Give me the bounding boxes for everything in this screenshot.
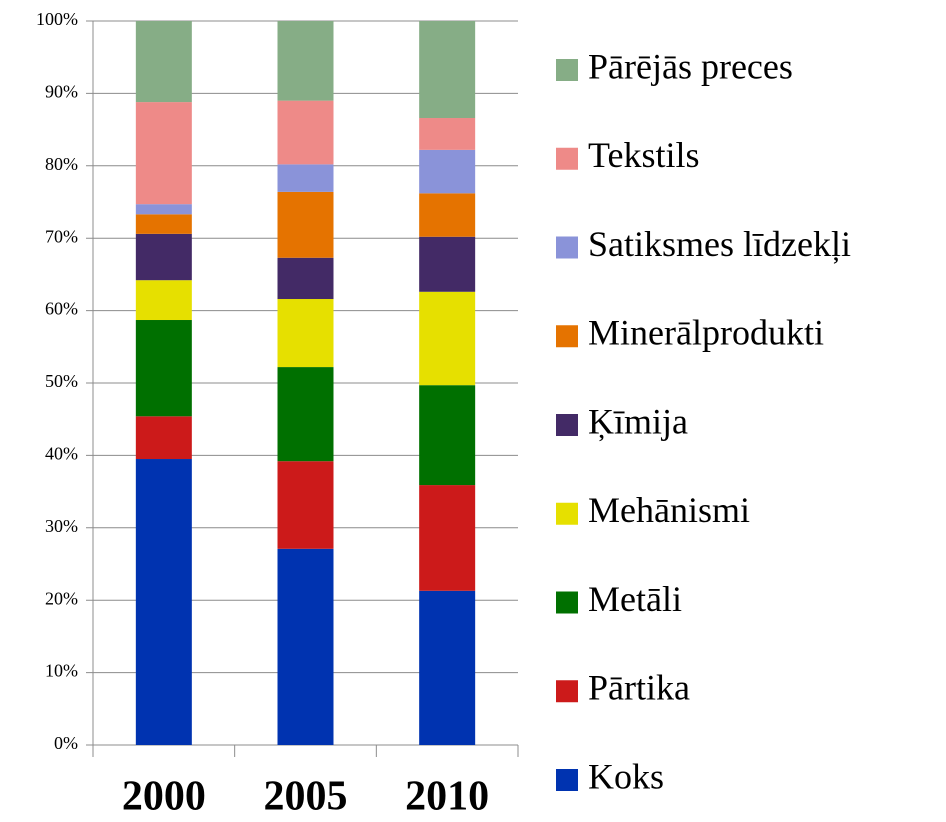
bar-segment [419, 236, 476, 292]
bar-segment [135, 416, 192, 460]
x-tick-label: 2005 [264, 774, 348, 820]
y-tick-label: 100% [36, 9, 78, 29]
bar-segment [419, 590, 476, 745]
bar-segment [135, 280, 192, 321]
legend-label: Tekstils [588, 135, 699, 175]
bar-segment [277, 299, 334, 368]
legend-label: Metāli [588, 579, 682, 619]
y-tick-label: 30% [45, 516, 78, 536]
legend-label: Ķīmija [588, 401, 688, 441]
y-tick-label: 40% [45, 444, 78, 464]
bar-segment [135, 320, 192, 417]
legend-label: Mehānismi [588, 490, 750, 530]
bar-segment [277, 367, 334, 462]
legend-label: Satiksmes līdzekļi [588, 224, 851, 264]
bar-segment [135, 214, 192, 234]
bar-segment [277, 548, 334, 745]
bar-segment [277, 461, 334, 549]
bar-segment [135, 21, 192, 103]
legend-label: Pārējās preces [588, 46, 793, 86]
legend-swatch [556, 236, 578, 259]
legend-swatch [556, 680, 578, 703]
x-tick-label: 2000 [122, 774, 206, 820]
legend-label: Koks [588, 756, 664, 796]
legend-swatch [556, 414, 578, 436]
legend-label: Minerālprodukti [588, 313, 824, 353]
y-tick-label: 0% [54, 733, 78, 753]
bar-segment [135, 459, 192, 745]
bar-segment [419, 291, 476, 386]
y-tick-label: 50% [45, 371, 78, 391]
legend-swatch [556, 591, 578, 614]
bar-segment [419, 385, 476, 486]
bar-segment [419, 485, 476, 591]
x-tick-label: 2010 [405, 774, 489, 820]
bar-segment [277, 100, 334, 165]
y-tick-label: 80% [45, 154, 78, 174]
bar-segment [277, 191, 334, 258]
legend-swatch [556, 59, 578, 81]
y-tick-label: 20% [45, 588, 78, 608]
bar-segment [277, 21, 334, 101]
bar-segment [135, 233, 192, 281]
bar-segment [277, 257, 334, 300]
legend-swatch [556, 147, 578, 170]
bar-segment [419, 149, 476, 194]
y-tick-label: 90% [45, 82, 78, 102]
legend-label: Pārtika [588, 668, 690, 708]
bar-segment [135, 102, 192, 205]
bar-segment [135, 204, 192, 215]
legend-swatch [556, 502, 578, 525]
y-tick-label: 10% [45, 661, 78, 681]
bar-segment [419, 193, 476, 237]
bar-segment [419, 21, 476, 119]
legend-swatch [556, 769, 578, 791]
bar-segment [419, 118, 476, 150]
legend-swatch [556, 325, 578, 348]
bar-segment [277, 164, 334, 192]
y-tick-label: 70% [45, 226, 78, 246]
y-tick-label: 60% [45, 299, 78, 319]
